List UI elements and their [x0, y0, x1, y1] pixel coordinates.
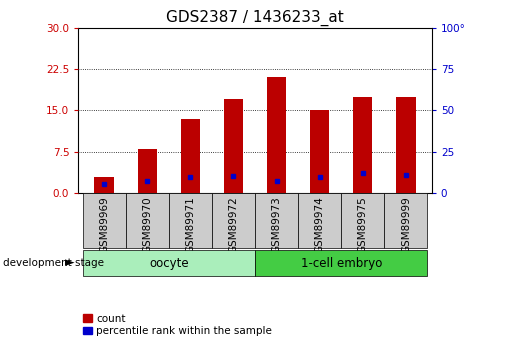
Bar [137, 149, 157, 193]
Bar [384, 193, 427, 248]
Text: GSM89972: GSM89972 [228, 196, 238, 253]
Text: ►: ► [65, 257, 74, 269]
Text: GSM89970: GSM89970 [142, 196, 152, 253]
Bar [341, 193, 384, 248]
Text: development stage: development stage [3, 258, 104, 268]
Legend: count, percentile rank within the sample: count, percentile rank within the sample [83, 314, 272, 336]
Bar [353, 97, 373, 193]
Bar [181, 119, 200, 193]
Text: GSM89969: GSM89969 [99, 196, 109, 253]
Bar [255, 193, 298, 248]
Bar [224, 99, 243, 193]
Bar [126, 193, 169, 248]
Bar [94, 177, 114, 193]
Bar [310, 110, 329, 193]
Bar [396, 97, 416, 193]
Bar [255, 250, 427, 276]
Text: GSM89974: GSM89974 [315, 196, 325, 253]
Text: GSM89975: GSM89975 [358, 196, 368, 253]
Bar [169, 193, 212, 248]
Text: GSM89973: GSM89973 [272, 196, 282, 253]
Text: GSM89999: GSM89999 [401, 196, 411, 253]
Bar [83, 250, 255, 276]
Text: 1-cell embryo: 1-cell embryo [300, 257, 382, 269]
Text: GSM89971: GSM89971 [185, 196, 195, 253]
Bar [267, 77, 286, 193]
Bar [83, 193, 126, 248]
Text: oocyte: oocyte [149, 257, 189, 269]
Bar [298, 193, 341, 248]
Title: GDS2387 / 1436233_at: GDS2387 / 1436233_at [166, 10, 344, 26]
Bar [212, 193, 255, 248]
